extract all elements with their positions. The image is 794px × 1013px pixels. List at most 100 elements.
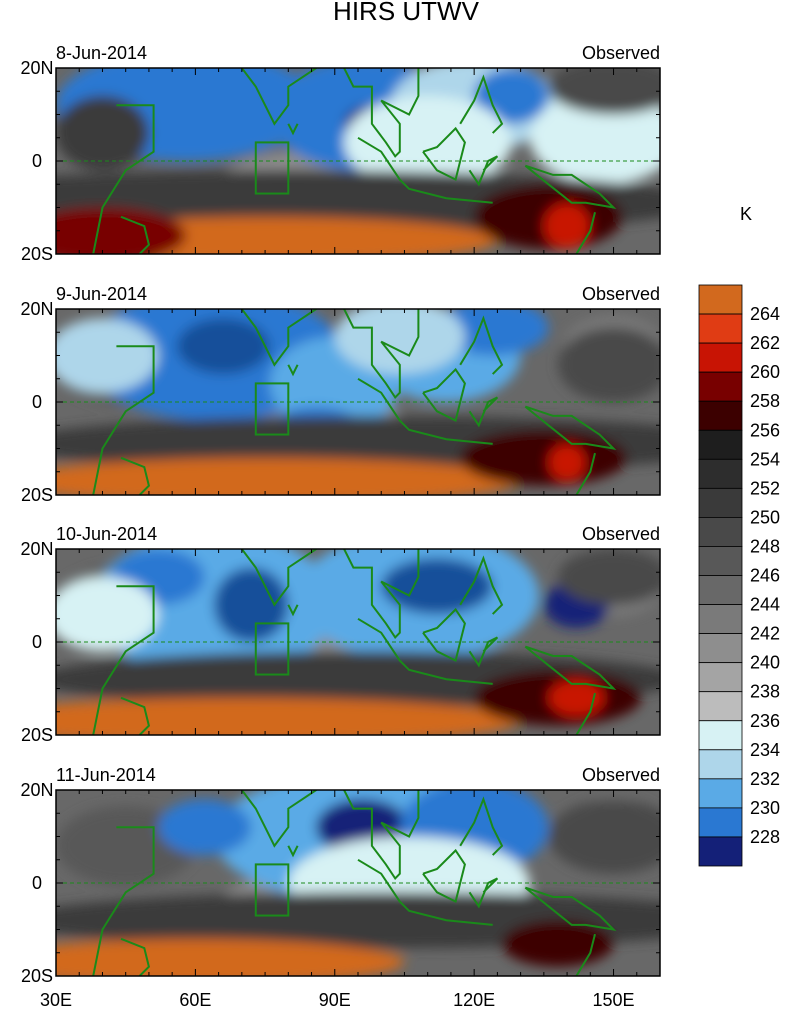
colorbar-box [698, 575, 743, 605]
panel-2: 20N 0 20S 9-Jun-2014 Observed [20, 284, 661, 505]
region-box [254, 863, 290, 917]
colorbar-label: 230 [750, 798, 780, 818]
coastline [422, 848, 466, 904]
field [56, 68, 660, 254]
contour-region [548, 679, 605, 717]
panel-date: 9-Jun-2014 [56, 284, 147, 304]
coastline [422, 367, 466, 423]
contour-region [502, 920, 614, 967]
colorbar-box [698, 487, 743, 518]
panel-1: 20N 0 20S 8-Jun-2014 Observed [20, 43, 661, 264]
colorbar-label: 236 [750, 711, 780, 731]
colorbar-box [698, 836, 743, 867]
coastline [176, 549, 421, 639]
colorbar-box [698, 807, 743, 838]
panel-label: Observed [582, 284, 660, 304]
coastline [92, 585, 155, 735]
panel-3: 20N 0 20S 10-Jun-2014 Observed [20, 524, 661, 745]
coastline [459, 555, 504, 615]
coastline [524, 645, 617, 690]
contour-region [213, 567, 289, 642]
coastline [120, 696, 151, 735]
colorbar-label: 246 [750, 566, 780, 586]
coastline [524, 164, 617, 210]
colorbar-label: 234 [750, 740, 780, 760]
coastline [575, 692, 596, 735]
colorbar-label: 240 [750, 653, 780, 673]
x-tick-label: 120E [453, 990, 495, 1010]
panel-4: 20N 0 20S 11-Jun-2014 Observed [20, 765, 661, 986]
coastline [524, 405, 617, 450]
panel-date: 11-Jun-2014 [56, 765, 156, 785]
colorbar-label: 228 [750, 827, 780, 847]
y-tick-label: 20N [20, 539, 53, 559]
y-tick-label: 20S [21, 485, 53, 505]
colorbar-box [698, 691, 743, 722]
coastline [92, 345, 155, 495]
colorbar: 264 262 260 258 256 254 252 250 248 246 244 242 240 2… [698, 284, 780, 867]
contour-region [381, 558, 493, 615]
coastline [287, 123, 299, 136]
colorbar-box [698, 371, 743, 402]
colorbar-box [698, 662, 743, 693]
contour-region [56, 576, 159, 652]
panel-label: Observed [582, 765, 660, 785]
contour-region [344, 95, 512, 189]
colorbar-box [698, 400, 743, 431]
colorbar-box [698, 342, 743, 373]
coastline [120, 937, 151, 976]
coastline [287, 845, 299, 858]
coastline [176, 790, 421, 880]
y-tick-label: 0 [32, 151, 42, 171]
contour-region [548, 68, 660, 115]
contour-region [56, 938, 405, 976]
y-tick-label: 20N [20, 58, 53, 78]
colorbar-box [698, 749, 743, 780]
coastline [357, 377, 493, 445]
contour-region [557, 549, 660, 605]
contour-region [56, 457, 521, 495]
panel-date: 8-Jun-2014 [56, 43, 147, 63]
coastline [357, 136, 493, 204]
colorbar-label: 264 [750, 304, 780, 324]
coastline [120, 456, 151, 495]
y-tick-label: 20N [20, 780, 53, 800]
coastline [422, 607, 466, 663]
coastline [459, 796, 504, 856]
y-tick-label: 20N [20, 299, 53, 319]
contour-region [557, 327, 660, 402]
panel-date: 10-Jun-2014 [56, 524, 157, 544]
coastline [287, 364, 299, 377]
contour-region [548, 443, 586, 482]
coastline [459, 315, 504, 375]
colorbar-label: 254 [750, 449, 780, 469]
colorbar-label: 238 [750, 682, 780, 702]
coastline [92, 826, 155, 976]
contour-region [56, 318, 159, 393]
panel-label: Observed [582, 524, 660, 544]
colorbar-label: 262 [750, 333, 780, 353]
colorbar-box [698, 517, 743, 547]
coastline [575, 452, 596, 495]
colorbar-label: 258 [750, 391, 780, 411]
contour-region [56, 697, 521, 735]
contour-region [437, 309, 549, 356]
coastline [176, 309, 421, 399]
colorbar-label: 248 [750, 536, 780, 556]
contour-region [56, 207, 187, 254]
y-tick-label: 0 [32, 632, 42, 652]
field [56, 309, 660, 495]
region-box [254, 382, 290, 436]
field [56, 549, 660, 735]
coastline [524, 886, 617, 931]
coastline [176, 68, 421, 158]
coastline [459, 74, 504, 134]
coastline [357, 858, 493, 926]
coastline [357, 617, 493, 685]
coastline [92, 104, 155, 254]
colorbar-label: 242 [750, 624, 780, 644]
colorbar-label: 256 [750, 420, 780, 440]
coastline [287, 604, 299, 617]
colorbar-label: 232 [750, 769, 780, 789]
